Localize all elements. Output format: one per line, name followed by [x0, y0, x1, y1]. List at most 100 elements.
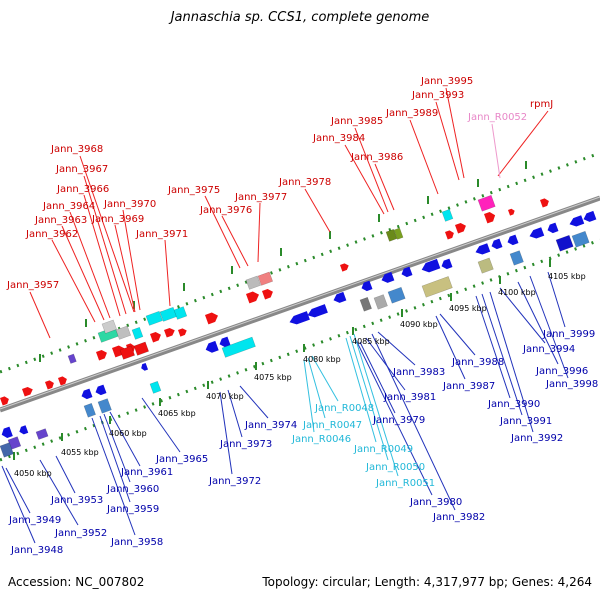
forward-gene-feature: [205, 312, 218, 325]
scale-label-4095: 4095 kbp: [449, 304, 487, 313]
leader-line: [355, 339, 433, 496]
leader-line: [164, 239, 171, 307]
forward-gene-feature-shape: [340, 263, 349, 272]
forward-gene-feature-shape: [484, 211, 496, 224]
reverse-box-feature: [509, 250, 524, 266]
gene-label: Jann_R0047: [302, 420, 362, 431]
leader-line: [91, 417, 136, 536]
genome-backbone: [0, 195, 600, 413]
scale-label-4065: 4065 kbp: [158, 409, 196, 418]
reverse-box-feature-shape: [421, 276, 453, 298]
reverse-gene-feature-shape: [547, 222, 559, 234]
forward-box-feature-shape: [257, 271, 274, 286]
reverse-box-feature-shape: [555, 234, 574, 252]
gene-label: Jann_3982: [432, 512, 485, 523]
reverse-gene-feature-shape: [361, 280, 373, 292]
gene-label: Jann_3983: [392, 367, 445, 378]
leader-line: [39, 459, 79, 526]
leader-line: [29, 291, 51, 339]
forward-box-feature: [67, 353, 77, 364]
gene-label: Jann_3970: [103, 199, 156, 210]
reverse-gene-feature-shape: [421, 258, 441, 273]
leader-line: [435, 315, 466, 380]
reverse-box-feature-shape: [133, 341, 150, 356]
gene-label: Jann_3986: [350, 152, 403, 163]
gene-label: Jann_3972: [208, 476, 261, 487]
gene-label: Jann_3977: [234, 192, 287, 203]
scale-label-4090: 4090 kbp: [400, 320, 438, 329]
forward-box-feature: [159, 306, 177, 322]
leader-line: [122, 209, 141, 311]
reverse-box-feature: [421, 276, 453, 298]
forward-gene-feature-shape: [508, 208, 515, 216]
reverse-gene-feature-shape: [441, 258, 453, 270]
gene-label: Jann_3981: [383, 392, 436, 403]
gene-label: Jann_3984: [312, 133, 365, 144]
forward-box-feature-shape: [385, 228, 398, 242]
forward-gene-feature: [0, 396, 9, 406]
scale-label-4085: 4085 kbp: [352, 337, 390, 346]
reverse-gene-feature: [19, 425, 29, 435]
forward-gene-feature-shape: [246, 291, 259, 304]
leader-line: [365, 337, 406, 391]
leader-line: [371, 333, 456, 511]
leader-line: [99, 415, 131, 503]
leader-line: [547, 271, 566, 328]
gene-label: Jann_3990: [487, 399, 540, 410]
reverse-gene-feature-shape: [1, 426, 13, 439]
scale-label-4070: 4070 kbp: [206, 392, 244, 401]
forward-box-feature: [101, 319, 118, 334]
forward-gene-feature-shape: [205, 312, 218, 325]
reverse-box-feature: [0, 442, 14, 458]
scale-label-4105: 4105 kbp: [548, 272, 586, 281]
gene-label: Jann_3962: [25, 229, 78, 240]
reverse-gene-feature-shape: [491, 238, 503, 250]
forward-box-feature: [257, 271, 274, 286]
forward-gene-feature-shape: [22, 386, 33, 397]
gene-label: Jann_3993: [411, 90, 464, 101]
forward-box-feature-shape: [67, 353, 77, 364]
forward-gene-feature: [484, 211, 496, 224]
forward-box-feature-shape: [115, 325, 132, 340]
reverse-gene-feature: [421, 258, 441, 273]
forward-box-feature: [145, 310, 163, 326]
forward-box-feature-shape: [131, 326, 144, 340]
gene-label: Jann_R0046: [291, 434, 351, 445]
forward-box-feature: [441, 208, 454, 222]
reverse-gene-feature: [491, 238, 503, 250]
gene-features: [0, 194, 597, 458]
leader-line: [227, 389, 243, 438]
reverse-gene-feature-shape: [219, 336, 231, 348]
gene-labels: Jann_3957 Jann_3962 Jann_3963 Jann_3964 …: [6, 76, 598, 556]
reverse-box-feature: [359, 296, 372, 312]
gene-label: Jann_3948: [10, 545, 63, 556]
scale-label-4080: 4080 kbp: [303, 355, 341, 364]
reverse-box-feature: [373, 294, 388, 310]
forward-gene-feature: [58, 376, 67, 386]
forward-gene-feature: [246, 291, 259, 304]
reverse-gene-feature-shape: [507, 234, 519, 246]
reverse-gene-feature: [529, 227, 545, 239]
gene-label: Jann_3961: [120, 467, 173, 478]
leader-line: [497, 110, 549, 177]
forward-gene-feature-shape: [45, 380, 54, 390]
reverse-box-feature: [119, 345, 136, 360]
gene-label: Jann_3994: [522, 344, 575, 355]
gene-label: Jann_3978: [278, 177, 331, 188]
reverse-gene-feature: [307, 304, 328, 318]
backbone-highlight: [0, 196, 600, 410]
leader-line: [304, 188, 331, 233]
leader-line: [409, 119, 439, 195]
leader-line: [79, 155, 135, 313]
leader-line: [491, 123, 501, 179]
leader-line: [377, 331, 416, 366]
leader-line: [55, 455, 76, 494]
reverse-gene-feature: [333, 291, 347, 303]
figure-title: Jannaschia sp. CCS1, complete genome: [170, 10, 430, 25]
gene-label: Jann_R0048: [314, 403, 374, 414]
leader-line: [345, 337, 377, 443]
reverse-box-feature: [35, 428, 49, 440]
gene-label: Jann_R0049: [353, 444, 413, 455]
tick-track-lower: [0, 238, 600, 462]
